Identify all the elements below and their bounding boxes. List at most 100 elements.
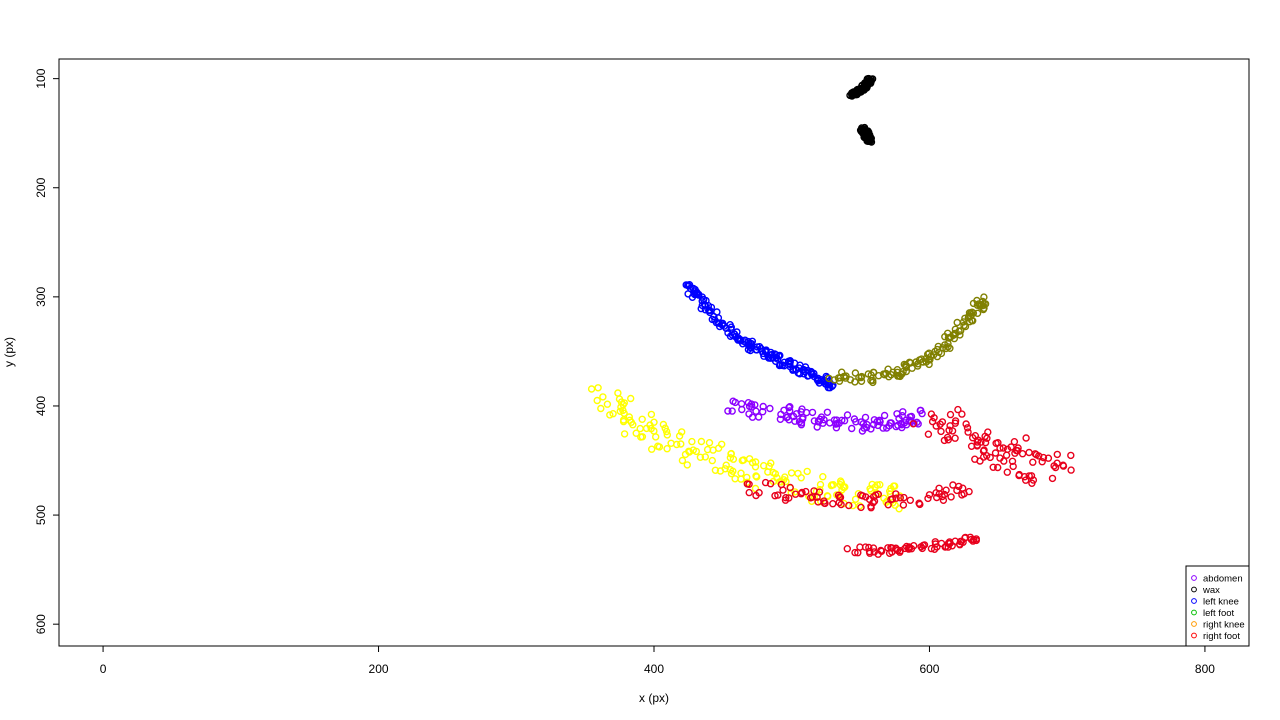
data-point — [961, 534, 969, 542]
data-point — [935, 484, 943, 492]
data-point — [947, 493, 955, 501]
data-point — [980, 293, 988, 301]
data-point — [677, 440, 685, 448]
data-point — [632, 429, 640, 437]
data-point — [646, 421, 654, 429]
data-point — [880, 494, 888, 502]
data-point — [849, 501, 857, 510]
data-point — [786, 483, 794, 492]
data-point — [934, 342, 942, 351]
series-yellow — [587, 384, 904, 513]
data-point — [1002, 451, 1011, 459]
data-point — [816, 480, 825, 489]
data-point — [874, 490, 882, 498]
data-point — [748, 458, 757, 467]
data-point — [711, 466, 720, 474]
data-point — [791, 417, 799, 425]
data-point — [614, 389, 622, 397]
data-point — [810, 372, 818, 381]
data-point — [706, 308, 714, 317]
data-point — [603, 400, 612, 408]
data-point — [861, 543, 870, 551]
legend-label: abdomen — [1203, 573, 1243, 584]
data-point — [755, 413, 763, 421]
data-point — [726, 466, 734, 474]
data-point — [996, 444, 1004, 452]
data-point — [954, 405, 962, 414]
data-point — [873, 417, 882, 426]
data-point — [681, 450, 690, 459]
data-point — [759, 408, 767, 416]
data-point — [823, 492, 832, 500]
data-point — [751, 484, 760, 493]
data-point — [728, 407, 736, 415]
series-right_foot_main — [909, 405, 1075, 487]
x-tick-label: 400 — [644, 662, 664, 676]
data-point — [973, 438, 981, 446]
points-layer — [587, 74, 1075, 558]
data-point — [887, 544, 895, 552]
y-tick-label: 500 — [34, 505, 48, 525]
data-point — [916, 500, 924, 509]
data-point — [924, 356, 933, 364]
data-point — [869, 544, 878, 552]
data-point — [682, 281, 690, 289]
data-point — [876, 481, 884, 489]
legend-marker — [1191, 609, 1197, 616]
data-point — [729, 455, 738, 463]
data-point — [972, 535, 980, 543]
data-point — [685, 281, 694, 289]
data-point — [1027, 472, 1036, 480]
data-point — [959, 484, 967, 492]
data-point — [968, 308, 976, 316]
data-point — [920, 541, 929, 549]
y-tick-label: 600 — [34, 614, 48, 634]
data-point — [1025, 448, 1033, 457]
data-point — [850, 415, 859, 423]
legend-marker — [1191, 586, 1197, 593]
data-point — [887, 371, 895, 379]
data-point — [774, 355, 782, 363]
data-point — [896, 494, 904, 502]
data-point — [893, 546, 902, 555]
series-right_foot_band — [743, 478, 973, 512]
data-point — [629, 421, 637, 429]
data-point — [931, 347, 939, 356]
data-point — [870, 368, 878, 377]
data-point — [924, 430, 933, 438]
data-point — [840, 417, 849, 425]
data-point — [940, 490, 949, 499]
data-point — [887, 495, 895, 504]
data-point — [955, 482, 963, 491]
data-point — [979, 297, 987, 306]
data-point — [960, 321, 968, 330]
data-point — [779, 486, 787, 494]
data-point — [1034, 452, 1043, 460]
data-point — [951, 434, 959, 442]
data-point — [661, 424, 669, 432]
legend-label: left knee — [1203, 596, 1239, 607]
data-point — [797, 419, 806, 427]
data-point — [902, 367, 910, 376]
data-point — [906, 413, 914, 421]
data-point — [943, 433, 952, 442]
data-point — [683, 461, 691, 469]
data-point — [963, 424, 972, 432]
data-point — [899, 408, 907, 416]
data-point — [958, 491, 966, 499]
data-point — [1048, 474, 1057, 483]
data-point — [861, 413, 870, 422]
data-point — [900, 493, 908, 502]
data-point — [716, 467, 725, 475]
data-point — [891, 501, 899, 509]
data-point — [914, 420, 922, 428]
data-point — [786, 407, 794, 415]
data-point — [856, 502, 864, 510]
data-point — [802, 487, 810, 496]
y-tick-label: 100 — [34, 68, 48, 88]
data-point — [791, 490, 800, 498]
data-point — [781, 496, 790, 504]
data-point — [846, 376, 855, 384]
data-point — [593, 396, 601, 405]
